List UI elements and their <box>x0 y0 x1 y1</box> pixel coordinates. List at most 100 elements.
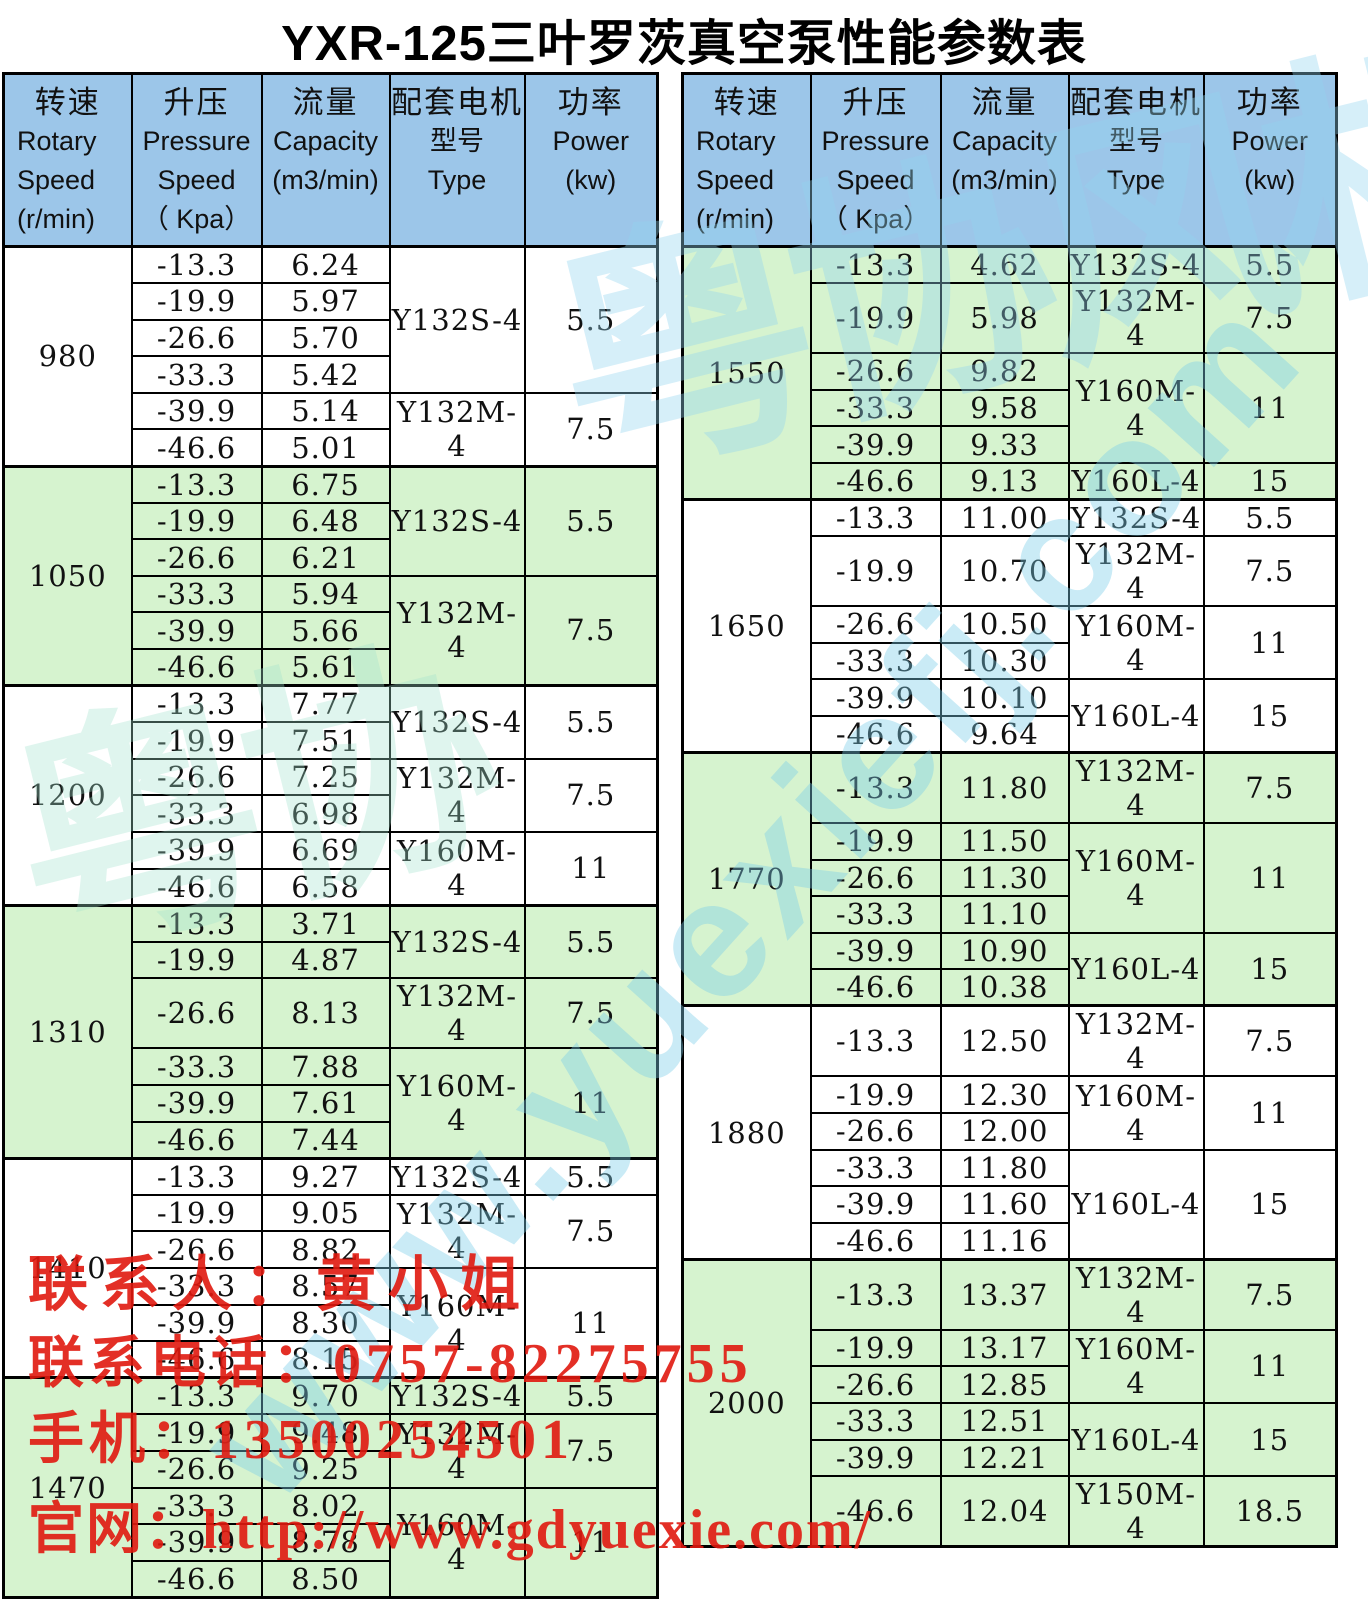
capacity-cell: 10.50 <box>939 605 1070 644</box>
contact-phone-text: 联系电话：0757-82275755 <box>28 1333 753 1395</box>
capacity-cell: 11.60 <box>939 1185 1070 1224</box>
motor-type-cell: Y132S-4 <box>388 244 526 394</box>
speed-cell: 2000 <box>681 1257 812 1548</box>
capacity-cell: 9.05 <box>260 1193 391 1233</box>
capacity-cell: 7.51 <box>260 721 391 760</box>
power-cell: 15 <box>1202 678 1338 754</box>
motor-type-cell: Y132S-4 <box>388 903 526 980</box>
capacity-cell: 12.04 <box>939 1475 1070 1548</box>
capacity-cell: 6.58 <box>260 867 391 907</box>
motor-type-cell: Y160M-4 <box>1067 1075 1205 1151</box>
capacity-cell: 11.80 <box>939 750 1070 824</box>
power-cell: 5.5 <box>1202 245 1338 285</box>
motor-type-cell: Y132S-4 <box>388 1156 526 1196</box>
pressure-cell: -46.6 <box>809 968 942 1007</box>
pressure-cell: -39.9 <box>130 831 263 870</box>
power-cell: 7.5 <box>523 391 659 468</box>
motor-type-cell: Y132S-4 <box>1067 245 1205 285</box>
pressure-cell: -26.6 <box>809 605 942 644</box>
column-header-capacity: 流量 Capacity (m3/min) <box>939 72 1070 248</box>
power-cell: 5.5 <box>523 464 659 577</box>
speed-cell: 1050 <box>2 464 133 687</box>
capacity-cell: 5.94 <box>260 574 391 614</box>
capacity-cell: 9.70 <box>260 1376 391 1416</box>
speed-cell: 1770 <box>681 750 812 1007</box>
motor-type-cell: Y160M-4 <box>1067 352 1205 464</box>
header-line: 型号 <box>430 126 484 156</box>
header-line: (r/min) <box>696 204 774 234</box>
pressure-cell: -33.3 <box>130 1047 263 1086</box>
capacity-cell: 12.21 <box>939 1438 1070 1478</box>
capacity-cell: 12.00 <box>939 1112 1070 1151</box>
pressure-cell: -19.9 <box>130 1413 263 1452</box>
header-line: (m3/min) <box>272 165 379 195</box>
speed-cell: 1200 <box>2 684 133 907</box>
header-line: (r/min) <box>17 204 95 234</box>
capacity-cell: 9.82 <box>939 352 1070 391</box>
column-header-motor: 配套电机 型号 Type <box>388 72 526 248</box>
capacity-cell: 9.27 <box>260 1156 391 1196</box>
speed-cell: 1310 <box>2 903 133 1160</box>
capacity-cell: 9.13 <box>939 461 1070 501</box>
header-line: (m3/min) <box>951 165 1058 195</box>
pressure-cell: -46.6 <box>809 461 942 501</box>
header-line: Speed <box>836 165 915 195</box>
pressure-cell: -13.3 <box>130 464 263 504</box>
contact-website-text: 官网：http://www.gdyuexie.com/ <box>28 1499 873 1561</box>
pressure-cell: -33.3 <box>130 794 263 833</box>
power-cell: 7.5 <box>1202 1004 1338 1078</box>
pressure-cell: -46.6 <box>130 1340 263 1379</box>
capacity-cell: 6.24 <box>260 245 391 285</box>
capacity-cell: 6.21 <box>260 538 391 577</box>
header-line: 流量 <box>292 85 359 120</box>
capacity-cell: 10.90 <box>939 931 1070 971</box>
motor-type-cell: Y132M-4 <box>1067 1257 1205 1331</box>
motor-type-cell: Y160M-4 <box>388 1047 526 1160</box>
pressure-cell: -39.9 <box>809 678 942 717</box>
power-cell: 5.5 <box>523 684 659 760</box>
pressure-cell: -46.6 <box>809 1221 942 1261</box>
header-line: 转速 <box>34 85 101 120</box>
capacity-cell: 5.42 <box>260 355 391 394</box>
header-line: Capacity <box>272 126 379 156</box>
power-cell: 5.5 <box>1202 497 1338 538</box>
capacity-cell: 12.50 <box>939 1004 1070 1078</box>
column-header-speed: 转速 Rotary Speed (r/min) <box>2 72 133 248</box>
capacity-cell: 9.48 <box>260 1413 391 1452</box>
pressure-cell: -26.6 <box>130 1230 263 1269</box>
pressure-cell: -13.3 <box>130 903 263 943</box>
capacity-cell: 8.78 <box>260 1523 391 1562</box>
capacity-cell: 8.82 <box>260 1230 391 1269</box>
pressure-cell: -39.9 <box>809 1185 942 1224</box>
speed-cell: 1650 <box>681 497 812 754</box>
capacity-cell: 9.33 <box>939 425 1070 464</box>
pressure-cell: -19.9 <box>130 721 263 760</box>
capacity-cell: 7.77 <box>260 684 391 724</box>
header-line: (kw) <box>1244 165 1296 195</box>
capacity-cell: 5.61 <box>260 648 391 687</box>
pressure-cell: -39.9 <box>130 1083 263 1123</box>
capacity-cell: 3.71 <box>260 903 391 943</box>
power-cell: 15 <box>1202 1148 1338 1261</box>
speed-cell: 1880 <box>681 1004 812 1261</box>
capacity-cell: 6.69 <box>260 831 391 870</box>
pressure-cell: -39.9 <box>130 1523 263 1562</box>
column-header-capacity: 流量 Capacity (m3/min) <box>260 72 391 248</box>
power-cell: 11 <box>1202 821 1338 934</box>
pressure-cell: -26.6 <box>809 352 942 391</box>
speed-cell: 1410 <box>2 1156 133 1379</box>
pressure-cell: -33.3 <box>130 1266 263 1306</box>
header-line: Rotary <box>696 126 776 156</box>
power-cell: 11 <box>1202 352 1338 464</box>
capacity-cell: 4.62 <box>939 245 1070 285</box>
motor-type-cell: Y132M-4 <box>1067 750 1205 824</box>
motor-type-cell: Y132M-4 <box>1067 535 1205 608</box>
capacity-cell: 12.51 <box>939 1402 1070 1441</box>
capacity-cell: 8.50 <box>260 1559 391 1599</box>
power-cell: 11 <box>523 1486 659 1599</box>
capacity-cell: 9.64 <box>939 714 1070 754</box>
power-cell: 7.5 <box>1202 282 1338 355</box>
capacity-cell: 12.85 <box>939 1365 1070 1405</box>
capacity-cell: 5.01 <box>260 428 391 468</box>
pressure-cell: -13.3 <box>130 245 263 285</box>
